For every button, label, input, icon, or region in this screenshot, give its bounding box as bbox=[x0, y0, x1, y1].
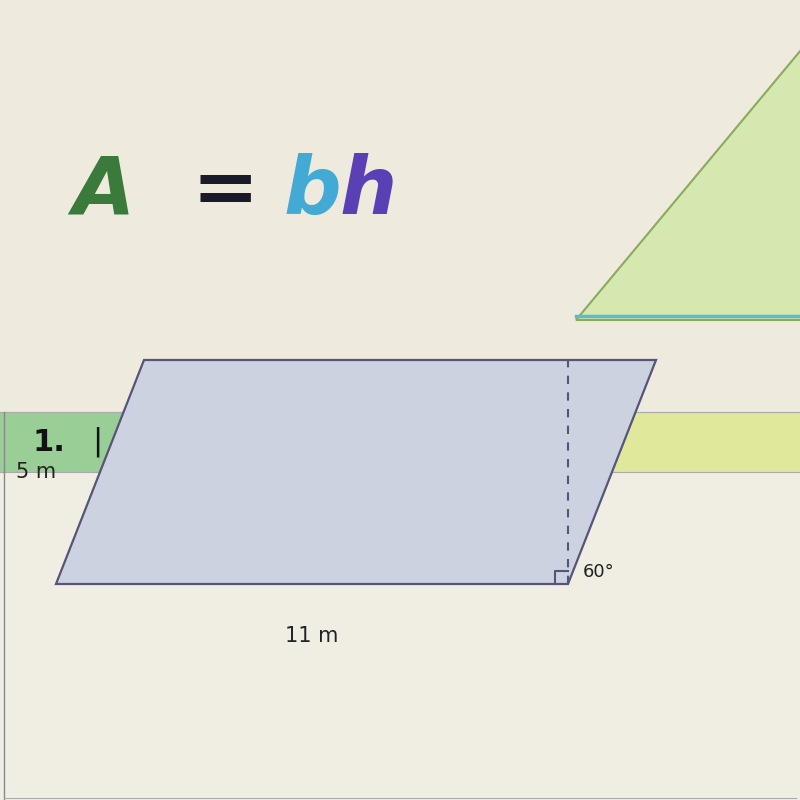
Bar bbox=[480, 412, 800, 472]
Text: 60°: 60° bbox=[582, 563, 614, 581]
Bar bbox=[384, 412, 504, 472]
Text: A: A bbox=[72, 153, 134, 231]
Text: |: | bbox=[92, 426, 102, 458]
Text: 1.: 1. bbox=[32, 427, 65, 457]
Text: =: = bbox=[164, 153, 287, 231]
Text: b: b bbox=[284, 153, 342, 231]
Bar bbox=[0, 472, 800, 800]
Text: 5 m: 5 m bbox=[16, 462, 56, 482]
Polygon shape bbox=[56, 360, 656, 584]
Text: 11 m: 11 m bbox=[286, 626, 338, 646]
Bar bbox=[0, 412, 440, 472]
Text: h: h bbox=[340, 153, 398, 231]
Polygon shape bbox=[576, 32, 800, 320]
